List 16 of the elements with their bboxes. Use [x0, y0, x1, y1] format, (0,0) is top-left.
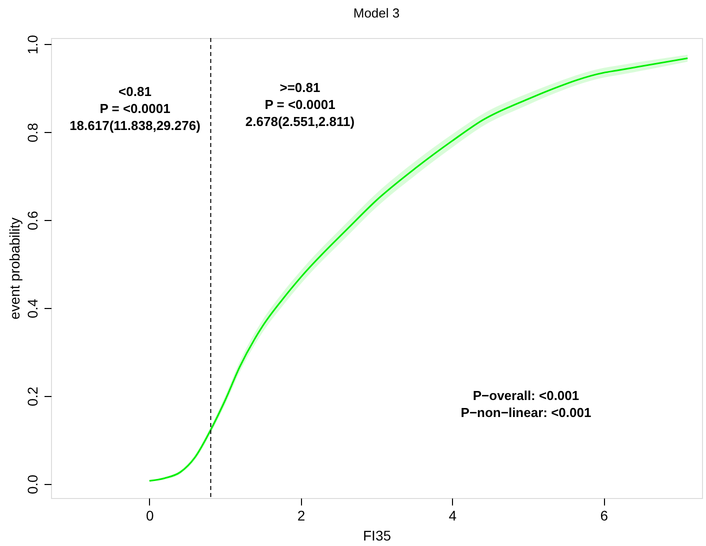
y-tick-label: 0.6 — [24, 210, 40, 230]
annotation: P−overall: <0.001 P−non−linear: <0.001 — [460, 388, 592, 420]
x-tick-label: 4 — [448, 508, 457, 524]
y-tick-label: 0.8 — [24, 122, 40, 142]
y-axis-title: event probability — [6, 218, 22, 320]
x-tick-label: 0 — [146, 508, 154, 524]
y-tick-label: 0.4 — [24, 298, 40, 318]
x-axis-title: FI35 — [362, 528, 392, 544]
y-tick-label: 0.0 — [24, 474, 40, 494]
x-tick-label: 6 — [600, 508, 608, 524]
annotation: >=0.81 P = <0.0001 2.678(2.551,2.811) — [245, 80, 355, 129]
x-tick-label: 2 — [297, 508, 306, 524]
y-tick-label: 1.0 — [24, 34, 40, 54]
annotation: <0.81 P = <0.0001 18.617(11.838,29.276) — [70, 84, 200, 133]
chart-title: Model 3 — [353, 5, 400, 20]
y-tick-label: 0.2 — [24, 386, 40, 406]
